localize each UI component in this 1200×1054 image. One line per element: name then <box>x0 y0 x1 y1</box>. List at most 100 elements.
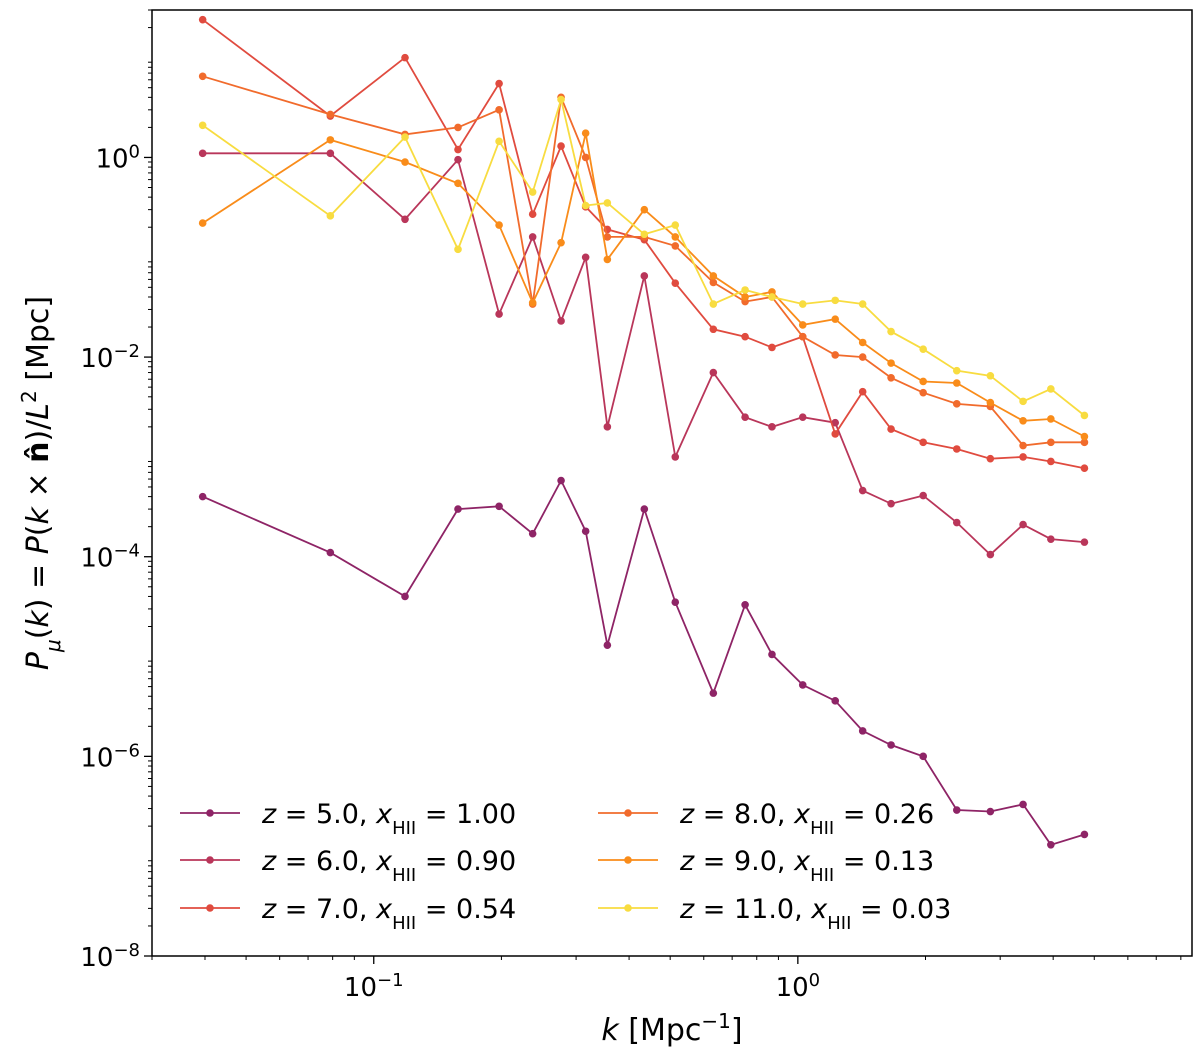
legend-swatch-marker <box>624 809 632 817</box>
series-3 <box>198 72 1089 450</box>
data-point <box>454 155 462 164</box>
data-point <box>640 272 649 280</box>
data-point <box>858 353 867 361</box>
data-point <box>952 806 961 814</box>
data-point <box>198 492 207 501</box>
data-point <box>1080 464 1089 473</box>
data-point <box>986 398 995 407</box>
data-point <box>198 15 207 24</box>
series-4 <box>198 129 1089 441</box>
series-5 <box>198 95 1089 420</box>
series-1 <box>198 149 1089 559</box>
data-point <box>1047 415 1055 423</box>
data-point <box>1047 438 1055 447</box>
data-point <box>831 430 840 438</box>
plot-frame <box>151 9 1193 957</box>
data-point <box>887 425 895 433</box>
data-point <box>528 233 537 241</box>
data-point <box>831 315 840 323</box>
data-point <box>919 345 927 353</box>
x-tick-label: 10−1 <box>344 970 404 1004</box>
legend-item: z = 11.0, xHII = 0.03 <box>598 894 951 934</box>
data-point <box>326 548 335 557</box>
data-point <box>581 253 590 262</box>
legend-label: z = 11.0, xHII = 0.03 <box>679 894 951 934</box>
data-point <box>1019 416 1027 425</box>
data-point <box>709 272 718 280</box>
data-point <box>671 453 680 461</box>
legend-swatch-marker <box>624 904 632 912</box>
data-point <box>798 321 807 329</box>
data-point <box>919 752 927 761</box>
y-tick-label: 10−6 <box>80 740 140 774</box>
series-lines <box>198 15 1089 849</box>
data-point <box>798 300 807 308</box>
data-point <box>454 145 462 154</box>
data-point <box>581 201 590 210</box>
data-point <box>919 388 927 397</box>
data-point <box>1080 830 1089 839</box>
data-point <box>1080 411 1089 420</box>
data-point <box>603 255 612 264</box>
data-point <box>401 158 409 166</box>
legend-swatch-marker <box>624 856 632 864</box>
data-point <box>831 418 840 427</box>
x-axis-label: k [Mpc−1] <box>601 1009 742 1048</box>
data-point <box>887 327 895 336</box>
data-point <box>671 598 680 607</box>
data-point <box>986 807 995 816</box>
data-point <box>709 325 718 334</box>
series-line <box>202 96 1085 417</box>
data-point <box>495 221 503 229</box>
data-point <box>495 79 503 88</box>
data-point <box>401 53 409 62</box>
data-point <box>1080 438 1089 447</box>
data-point <box>326 136 335 144</box>
data-point <box>528 188 537 196</box>
legend-swatch-marker <box>206 856 214 864</box>
data-point <box>603 199 612 207</box>
data-point <box>495 502 503 511</box>
legend-swatch-marker <box>206 809 214 817</box>
data-point <box>581 129 590 137</box>
data-point <box>198 72 207 81</box>
data-point <box>640 205 649 214</box>
data-point <box>952 366 961 375</box>
legend-label: z = 9.0, xHII = 0.13 <box>679 846 934 886</box>
data-point <box>952 445 961 453</box>
x-axis-ticks: 10−1 100 <box>151 956 1182 1004</box>
data-point <box>1047 841 1055 849</box>
data-point <box>401 215 409 224</box>
data-point <box>709 278 718 287</box>
data-point <box>326 149 335 158</box>
data-point <box>528 298 537 307</box>
data-point <box>603 423 612 431</box>
data-point <box>919 438 927 447</box>
series-0 <box>198 476 1089 849</box>
series-line <box>202 478 1085 846</box>
data-point <box>709 368 718 377</box>
data-point <box>557 317 565 325</box>
data-point <box>495 310 503 318</box>
data-point <box>887 359 895 367</box>
series-line <box>202 133 1085 438</box>
data-point <box>401 592 409 601</box>
data-point <box>919 377 927 386</box>
y-tick-label: 10−8 <box>80 940 140 974</box>
data-point <box>952 379 961 387</box>
legend-item: z = 7.0, xHII = 0.54 <box>180 894 516 934</box>
data-point <box>454 505 462 513</box>
data-point <box>887 374 895 382</box>
data-point <box>495 137 503 146</box>
x-tick-label: 100 <box>776 970 821 1004</box>
series-line <box>202 75 1085 447</box>
data-point <box>952 400 961 408</box>
data-point <box>581 153 590 162</box>
data-point <box>768 343 776 352</box>
data-point <box>671 242 680 250</box>
data-point <box>887 499 895 508</box>
data-point <box>401 133 409 141</box>
y-axis-ticks: 10−8 10−6 10−4 10−2 100 <box>80 9 152 974</box>
legend-label: z = 8.0, xHII = 0.26 <box>679 799 934 839</box>
